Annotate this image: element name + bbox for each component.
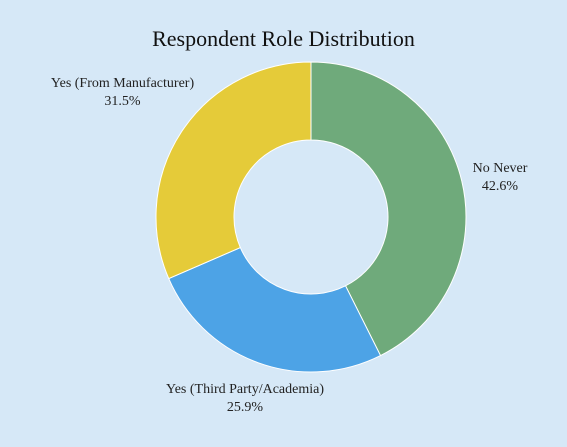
slice-percent-label: 25.9% — [226, 400, 264, 416]
slice-third-party — [168, 246, 382, 373]
slice-label-no-never: No Never 42.6% — [445, 160, 555, 196]
slice-category-label: No Never — [472, 161, 528, 176]
slice-label-manufacturer: Yes (From Manufacturer) 31.5% — [25, 75, 220, 111]
slice-percent-label: 42.6% — [481, 179, 519, 195]
slice-label-third-party: Yes (Third Party/Academia) 25.9% — [130, 381, 360, 417]
slice-category-label: Yes (From Manufacturer) — [50, 76, 195, 91]
slice-category-label: Yes (Third Party/Academia) — [166, 382, 324, 397]
slice-manufacturer — [155, 61, 312, 280]
slice-no-never — [310, 61, 467, 357]
chart-title: Respondent Role Distribution — [152, 26, 415, 51]
slice-percent-label: 31.5% — [104, 94, 141, 110]
